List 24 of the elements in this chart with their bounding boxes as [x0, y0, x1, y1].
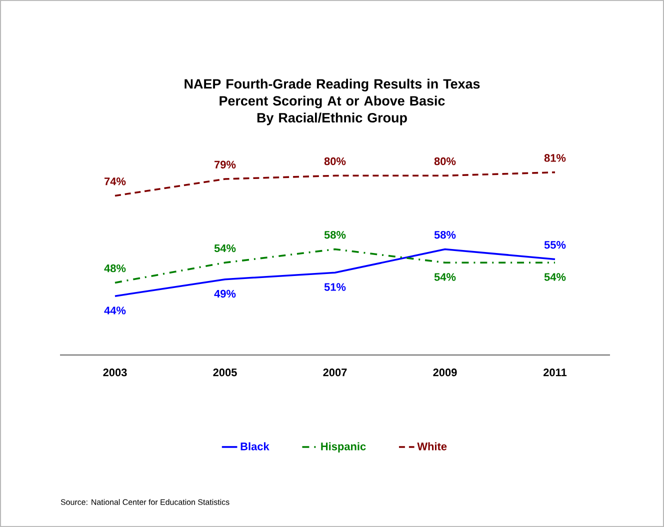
x-tick-label: 2011 [543, 368, 567, 376]
data-label: 51% [324, 283, 346, 291]
legend-label: Black [240, 442, 270, 450]
x-tick-label: 2007 [323, 368, 347, 376]
data-label: 44% [104, 306, 126, 314]
legend-label: Hispanic [321, 442, 366, 452]
data-label: 58% [434, 230, 456, 239]
data-label: 54% [434, 273, 456, 281]
data-label: 79% [214, 160, 236, 168]
data-label: 55% [544, 241, 566, 249]
data-label: 48% [104, 264, 126, 272]
x-tick-label: 2003 [103, 368, 127, 376]
data-label: 49% [214, 290, 236, 298]
data-label: 58% [324, 230, 346, 239]
x-tick-label: 2005 [213, 368, 237, 376]
data-label: 74% [104, 178, 126, 186]
data-label: 81% [544, 154, 566, 162]
x-tick-label: 2009 [433, 368, 457, 376]
data-label: 54% [214, 244, 236, 252]
data-label: 80% [324, 157, 346, 166]
data-label: 80% [434, 157, 456, 166]
legend-label: White [417, 442, 447, 450]
data-label: 54% [544, 273, 566, 281]
chart-title: NAEP Fourth-Grade Reading Results in Texas Percent Scoring At or Above Basic By Racial/Ethnic Group [184, 78, 480, 126]
